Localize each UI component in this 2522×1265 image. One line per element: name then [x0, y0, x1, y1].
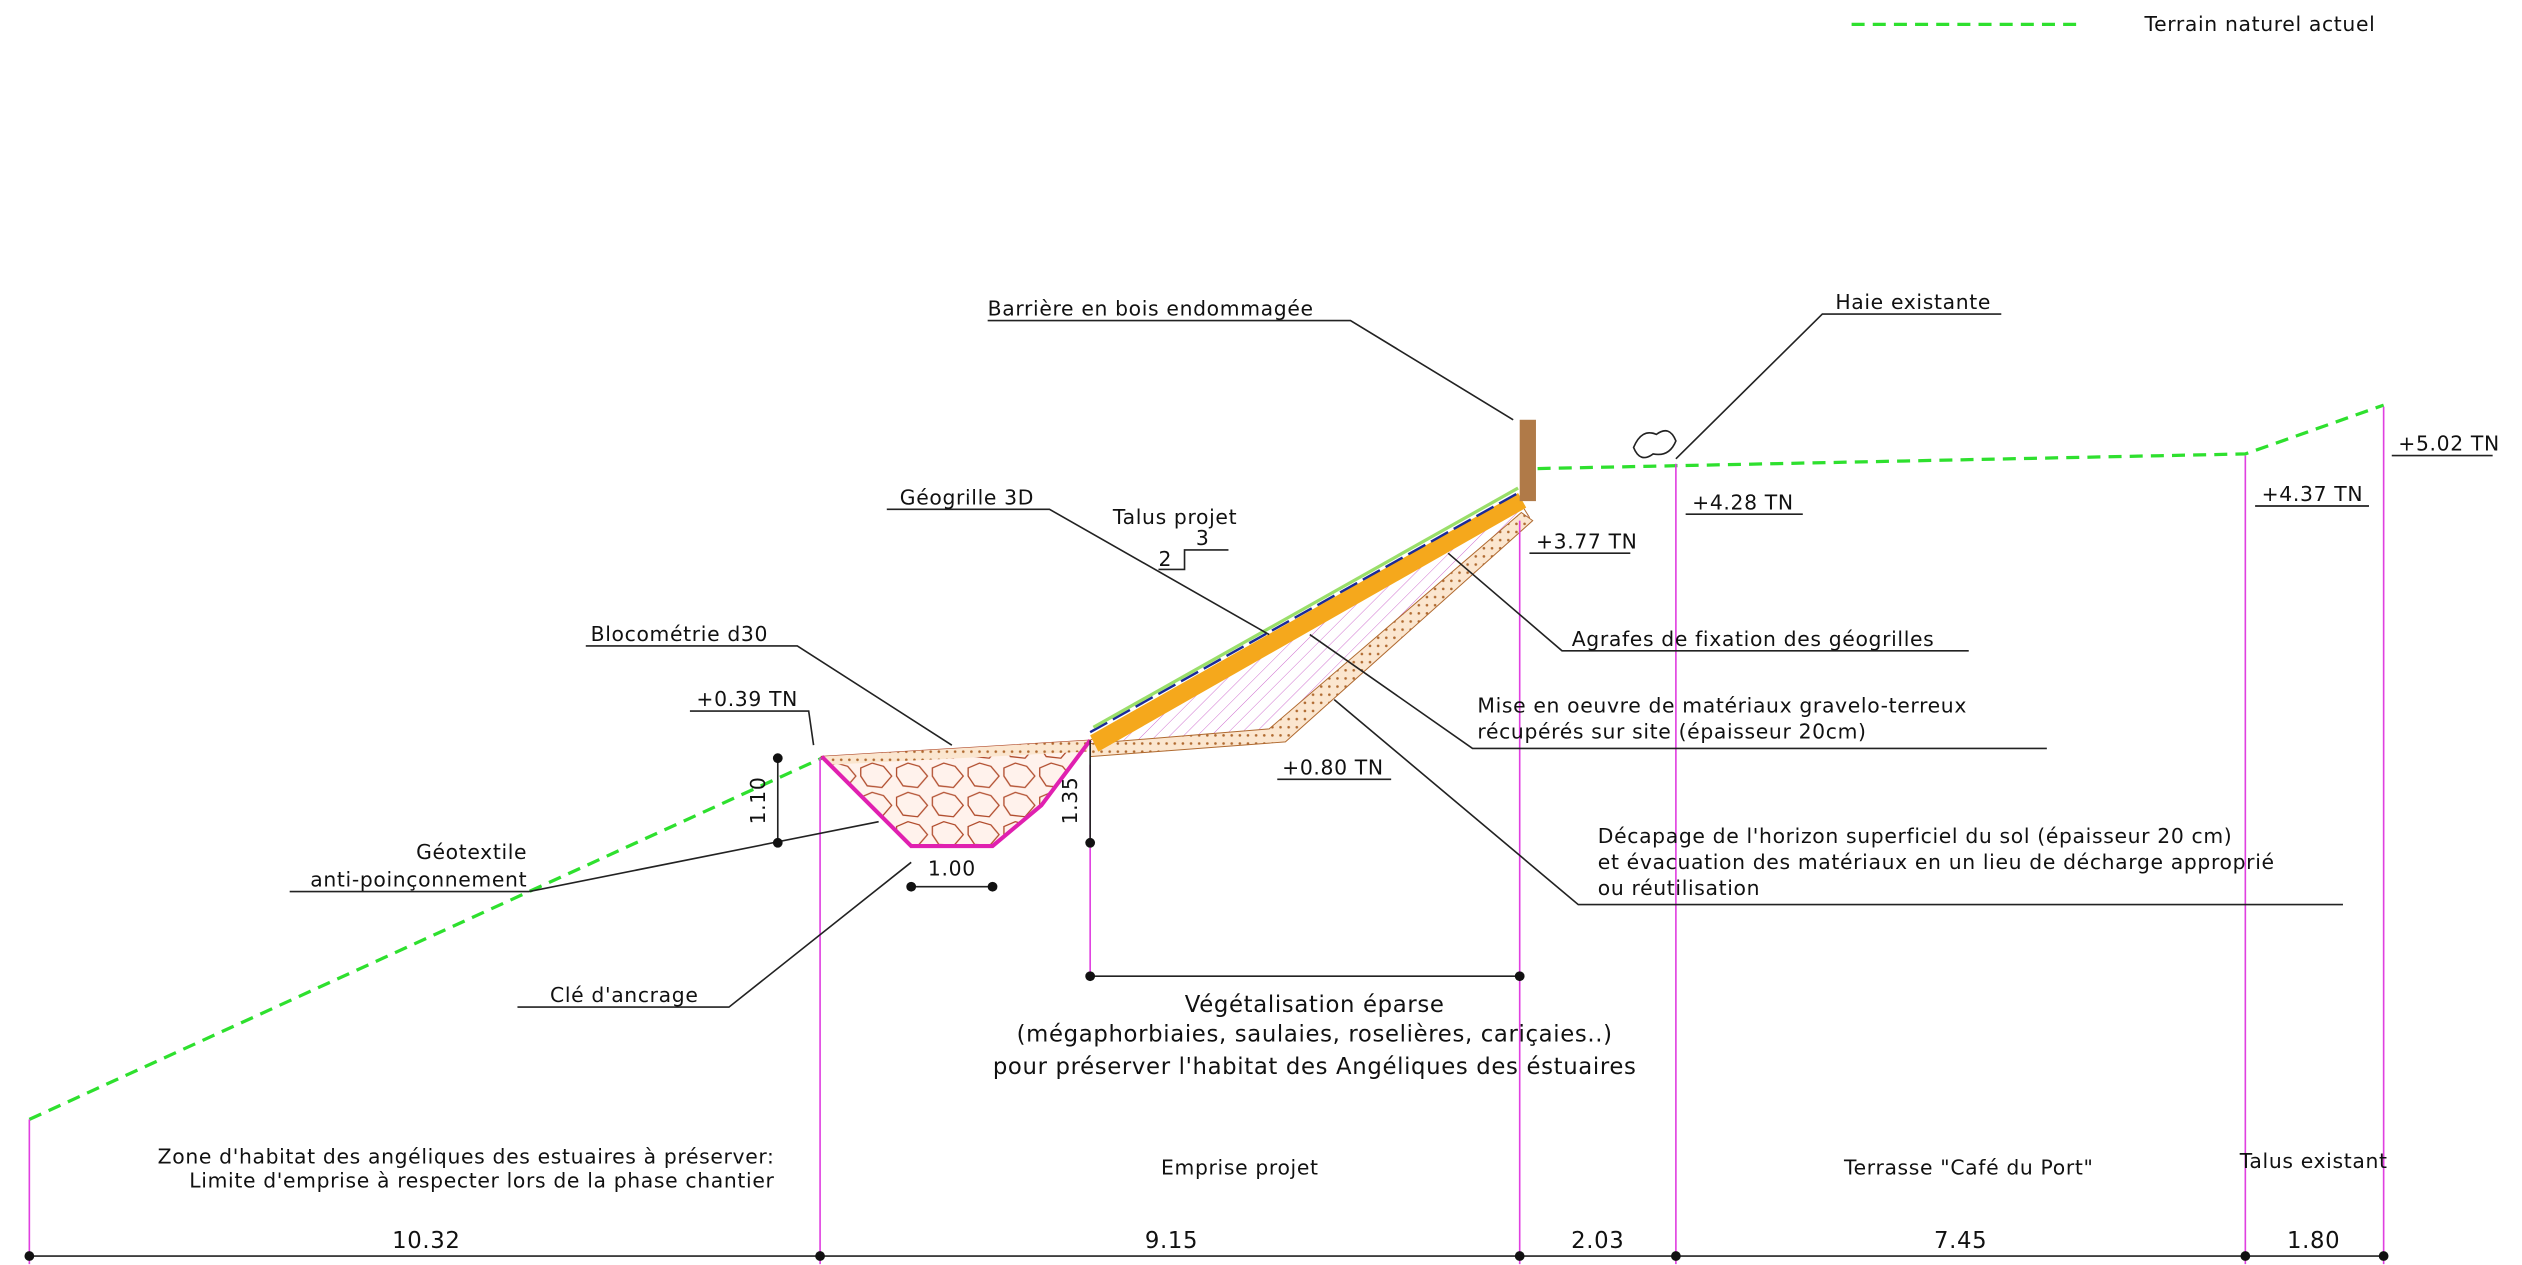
dimension: 1.00 — [928, 856, 976, 880]
label: Clé d'ancrage — [550, 983, 699, 1007]
label: Haie existante — [1835, 290, 1991, 314]
label: Géogrille 3D — [900, 485, 1034, 509]
dim-dots — [24, 753, 2389, 1261]
label: Décapage de l'horizon superficiel du sol… — [1598, 824, 2233, 848]
zone-label: Emprise projet — [1161, 1156, 1319, 1180]
dimension: 1.80 — [2287, 1228, 2340, 1254]
elevation: +0.39 TN — [696, 687, 798, 711]
label: (mégaphorbiaies, saulaies, roselières, c… — [1017, 1021, 1613, 1047]
label: ou réutilisation — [1598, 876, 1760, 900]
elevation: +4.37 TN — [2262, 482, 2364, 506]
label: récupérés sur site (épaisseur 20cm) — [1477, 720, 1866, 744]
elevation: +5.02 TN — [2398, 432, 2500, 456]
zone-label: Zone d'habitat des angéliques des estuai… — [158, 1144, 775, 1168]
top-layer — [821, 740, 1091, 765]
label: Talus projet — [1112, 505, 1237, 529]
terrain-right — [1537, 403, 2385, 471]
dimension: 2.03 — [1571, 1228, 1624, 1254]
dimension: 10.32 — [392, 1228, 460, 1254]
barrier — [1519, 419, 1536, 502]
label: Blocométrie d30 — [591, 622, 768, 646]
label: 3 — [1196, 526, 1210, 550]
label: anti-poinçonnement — [310, 868, 527, 892]
geogrid — [1089, 491, 1519, 734]
label: et évacuation des matériaux en un lieu d… — [1598, 850, 2275, 874]
elevation: +0.80 TN — [1282, 755, 1384, 779]
zone-label: Limite d'emprise à respecter lors de la … — [189, 1169, 774, 1193]
zone-label: Talus existant — [2239, 1149, 2388, 1173]
terrain-left — [28, 756, 823, 1121]
label: Agrafes de fixation des géogrilles — [1572, 627, 1935, 651]
leaders — [29, 313, 2493, 1257]
dimension: 7.45 — [1934, 1228, 1987, 1254]
dimension: 1.10 — [746, 777, 770, 825]
vegetation-line — [1092, 486, 1519, 729]
elevation: +3.77 TN — [1536, 529, 1638, 553]
geogrid-band — [1090, 492, 1527, 752]
label: Barrière en bois endommagée — [988, 297, 1314, 321]
label: Géotextile — [416, 840, 527, 864]
label: 2 — [1158, 547, 1172, 571]
dimension: 9.15 — [1145, 1228, 1198, 1254]
label: pour préserver l'habitat des Angéliques … — [993, 1054, 1637, 1080]
dimension: 1.35 — [1058, 777, 1082, 825]
zone-label: Terrasse "Café du Port" — [1843, 1156, 2093, 1180]
elevation: +4.28 TN — [1692, 490, 1794, 514]
geotextile — [820, 739, 1092, 849]
label: Mise en oeuvre de matériaux gravelo-terr… — [1477, 694, 1967, 718]
legend-label: Terrain naturel actuel — [2143, 12, 2375, 36]
label: Végétalisation éparse — [1185, 992, 1445, 1018]
hedge — [1632, 429, 1677, 459]
